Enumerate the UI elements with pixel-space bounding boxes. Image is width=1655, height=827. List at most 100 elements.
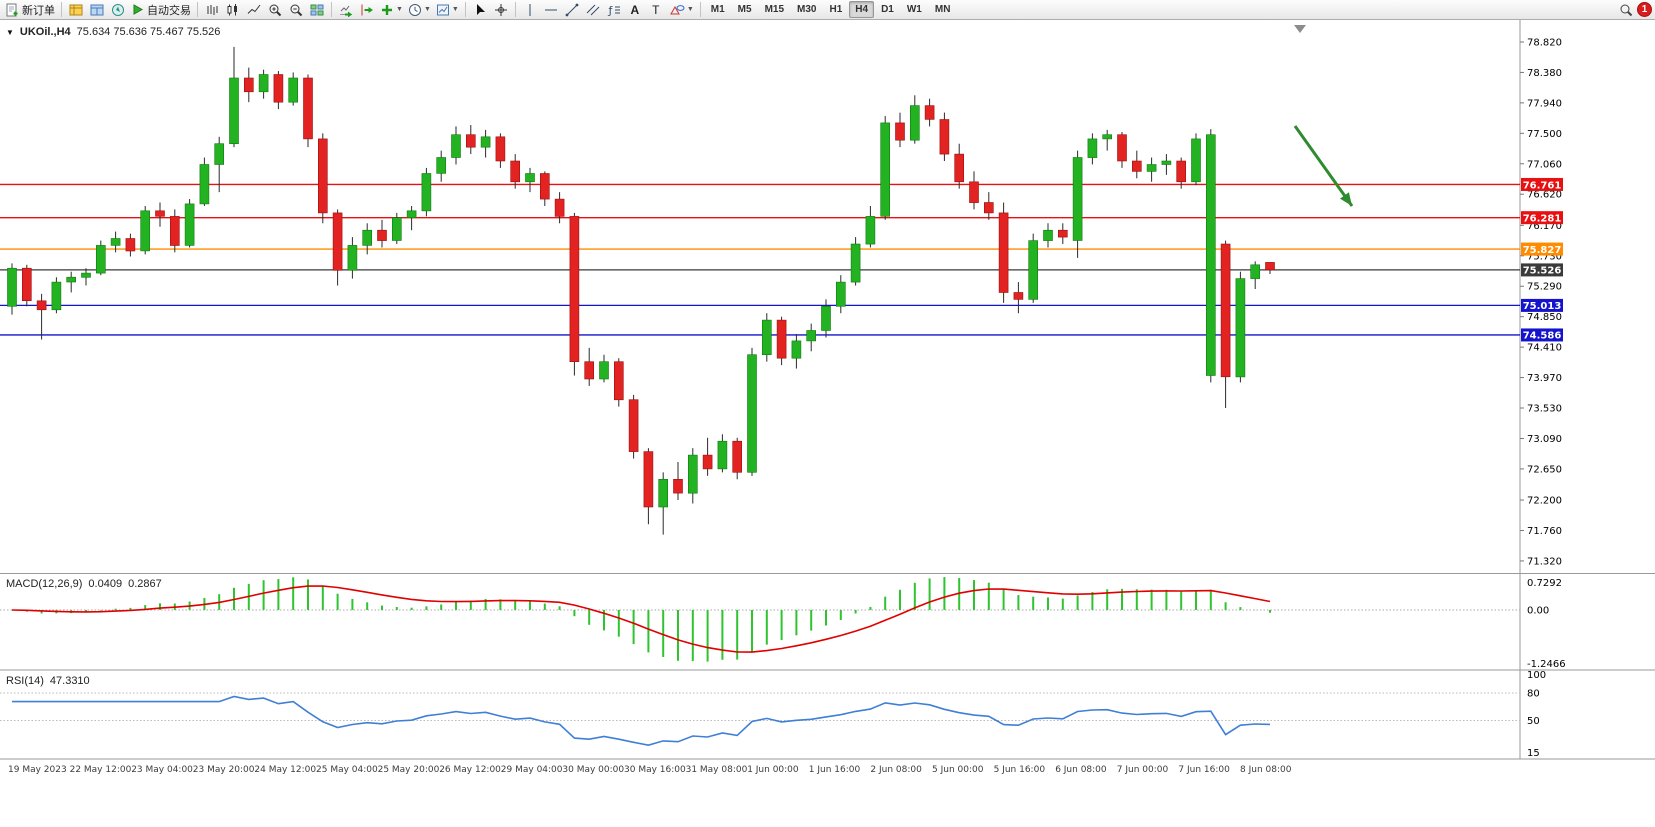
timeframe-d1[interactable]: D1	[881, 4, 894, 15]
chart-canvas[interactable]: 78.820 78.380 77.940 77.500 77.060 76.620 76.1…	[0, 20, 1655, 827]
channel-icon	[586, 3, 600, 17]
svg-text:7 Jun 16:00: 7 Jun 16:00	[1178, 765, 1230, 775]
notification-badge[interactable]: 1	[1637, 2, 1652, 17]
timeframe-m1[interactable]: M1	[710, 4, 725, 15]
chart-shift-button[interactable]	[357, 1, 377, 19]
timeframe-mn[interactable]: MN	[934, 4, 951, 15]
svg-text:74.410: 74.410	[1527, 343, 1562, 354]
zoom-in-button[interactable]	[265, 1, 285, 19]
timeframe-m15[interactable]: M15	[764, 4, 785, 15]
svg-text:25 May 20:00: 25 May 20:00	[378, 765, 440, 775]
templates-button[interactable]: ▼	[434, 1, 461, 19]
svg-text:1 Jun 00:00: 1 Jun 00:00	[747, 765, 799, 775]
tile-windows-button[interactable]	[307, 1, 327, 19]
trendline-icon	[565, 3, 579, 17]
template-icon	[436, 3, 450, 17]
svg-text:76.620: 76.620	[1527, 190, 1562, 201]
rsi-value: 47.3310	[49, 675, 90, 687]
svg-text:75.827: 75.827	[1523, 245, 1562, 256]
svg-text:72.650: 72.650	[1527, 464, 1562, 475]
symbol-period-label: UKOil.,H4	[19, 26, 71, 38]
svg-text:75.013: 75.013	[1523, 301, 1562, 312]
svg-text:23 May 20:00: 23 May 20:00	[193, 765, 255, 775]
svg-text:8 Jun 08:00: 8 Jun 08:00	[1240, 765, 1292, 775]
svg-text:73.090: 73.090	[1527, 434, 1562, 445]
vertical-line-icon	[523, 3, 537, 17]
chevron-down-icon: ▼	[686, 6, 694, 13]
chevron-down-icon: ▼	[451, 6, 459, 13]
timeframe-m30[interactable]: M30	[797, 4, 817, 15]
indicators-button[interactable]: ▼	[378, 1, 405, 19]
periods-button[interactable]: ▼	[406, 1, 433, 19]
svg-text:30 May 16:00: 30 May 16:00	[624, 765, 686, 775]
label-tool-button[interactable]: T	[646, 1, 666, 19]
autotrading-button[interactable]: 自动交易	[129, 1, 193, 19]
timeframe-w1[interactable]: W1	[906, 4, 922, 15]
timeframe-h1[interactable]: H1	[829, 4, 843, 15]
svg-text:29 May 04:00: 29 May 04:00	[501, 765, 563, 775]
svg-text:73.970: 73.970	[1527, 373, 1562, 384]
cursor-icon	[473, 3, 487, 17]
fibonacci-icon: ƒ	[607, 3, 621, 17]
candlestick-series	[7, 46, 1275, 535]
trendline-tool-button[interactable]	[562, 1, 582, 19]
svg-text:0.7292: 0.7292	[1527, 578, 1562, 589]
auto-scroll-button[interactable]	[336, 1, 356, 19]
fibonacci-tool-button[interactable]: ƒ	[604, 1, 624, 19]
new-order-icon	[5, 3, 19, 17]
svg-text:6 Jun 08:00: 6 Jun 08:00	[1055, 765, 1107, 775]
time-axis: 19 May 2023 22 May 12:00 23 May 04:00 23 Ma…	[8, 765, 1292, 775]
label-tool-icon: T	[652, 2, 660, 17]
svg-text:0.00: 0.00	[1527, 605, 1549, 616]
bar-chart-mode-button[interactable]	[202, 1, 222, 19]
line-chart-icon	[247, 3, 261, 17]
zoom-out-button[interactable]	[286, 1, 306, 19]
toolbar-separator	[331, 2, 332, 17]
cursor-tool-button[interactable]	[470, 1, 490, 19]
svg-text:5 Jun 16:00: 5 Jun 16:00	[994, 765, 1046, 775]
timeframe-h4[interactable]: H4	[849, 1, 875, 18]
autotrading-play-icon	[131, 3, 144, 16]
auto-scroll-icon	[339, 3, 353, 17]
svg-text:19 May 2023: 19 May 2023	[8, 765, 67, 775]
tile-windows-icon	[310, 3, 324, 17]
channel-tool-button[interactable]	[583, 1, 603, 19]
horizontal-line-tool-button[interactable]	[541, 1, 561, 19]
toolbar-separator	[197, 2, 198, 17]
oneclick-trading-dropdown-icon[interactable]: ▼	[6, 27, 14, 37]
chart-shift-marker	[1294, 25, 1306, 33]
data-window-button[interactable]	[87, 1, 107, 19]
rsi-panel: 100 80 50 15	[0, 670, 1546, 759]
crosshair-tool-button[interactable]	[491, 1, 511, 19]
shapes-tool-button[interactable]: ▼	[667, 1, 696, 19]
text-tool-button[interactable]: A	[625, 1, 645, 19]
timeframe-m5[interactable]: M5	[737, 4, 752, 15]
market-watch-button[interactable]	[66, 1, 86, 19]
chart-area[interactable]: 78.820 78.380 77.940 77.500 77.060 76.620 76.1…	[0, 20, 1655, 827]
svg-text:76.281: 76.281	[1523, 213, 1562, 224]
navigator-icon	[111, 3, 125, 17]
navigator-button[interactable]	[108, 1, 128, 19]
macd-panel-title: MACD(12,26,9) 0.0409 0.2867	[6, 578, 162, 590]
macd-signal-value: 0.2867	[128, 578, 162, 590]
price-axis: 78.820 78.380 77.940 77.500 77.060 76.620 76.1…	[1520, 37, 1562, 567]
toolbar-separator	[464, 2, 466, 17]
vertical-line-tool-button[interactable]	[520, 1, 540, 19]
svg-text:-1.2466: -1.2466	[1527, 659, 1566, 670]
autotrading-label: 自动交易	[147, 4, 191, 17]
search-button[interactable]	[1616, 1, 1636, 19]
macd-main-value: 0.0409	[88, 578, 123, 590]
svg-text:72.200: 72.200	[1527, 496, 1562, 507]
price-tags: 76.761 76.281 75.827 75.526 75.013 74.586	[1521, 177, 1563, 342]
line-chart-mode-button[interactable]	[244, 1, 264, 19]
search-icon	[1619, 3, 1633, 17]
candlestick-mode-button[interactable]	[223, 1, 243, 19]
chevron-down-icon: ▼	[396, 6, 403, 13]
new-order-button[interactable]: 新订单	[3, 1, 57, 19]
svg-text:75.730: 75.730	[1527, 251, 1562, 262]
svg-text:76.761: 76.761	[1523, 180, 1562, 191]
rsi-indicator-label: RSI(14)	[6, 675, 44, 687]
svg-text:26 May 12:00: 26 May 12:00	[439, 765, 501, 775]
svg-text:71.760: 71.760	[1527, 526, 1562, 537]
horizontal-lines	[0, 183, 1520, 336]
